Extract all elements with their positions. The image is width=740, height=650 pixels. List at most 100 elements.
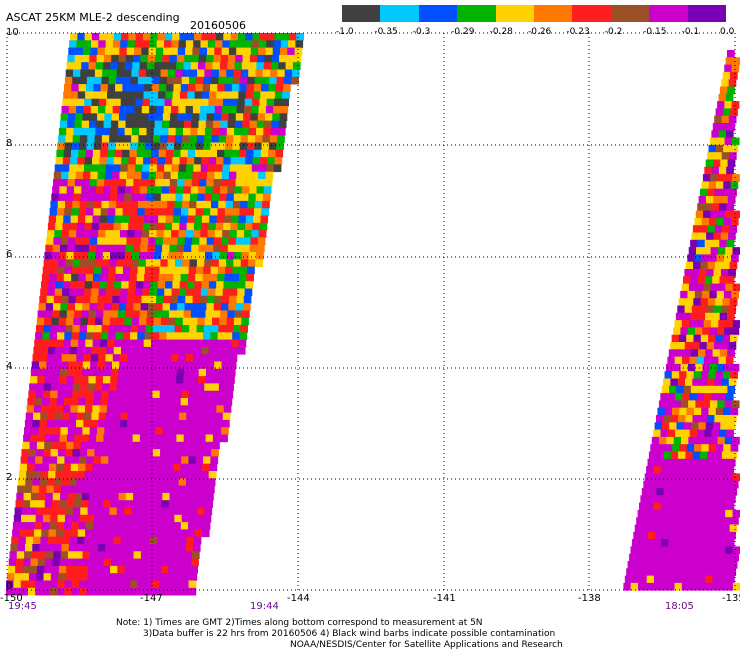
data-cell: [704, 203, 713, 211]
data-cell: [702, 400, 711, 409]
data-cell: [696, 320, 705, 328]
data-cell: [188, 142, 197, 151]
data-cell: [104, 171, 113, 180]
data-cell: [727, 422, 736, 430]
data-cell: [679, 480, 688, 489]
data-cell: [137, 587, 146, 596]
data-cell: [36, 317, 45, 326]
data-cell: [99, 529, 108, 538]
data-cell: [119, 47, 128, 56]
data-cell: [280, 47, 288, 56]
data-cell: [262, 76, 270, 85]
data-cell: [79, 514, 88, 523]
data-cell: [156, 230, 165, 238]
data-cell: [33, 405, 42, 413]
data-cell: [714, 342, 722, 350]
data-cell: [709, 480, 717, 489]
data-cell: [116, 69, 125, 78]
data-cell: [60, 368, 68, 377]
data-cell: [141, 47, 149, 56]
data-cell: [221, 171, 230, 180]
colorbar-label: -0.3: [412, 27, 431, 37]
data-cell: [244, 164, 253, 173]
data-cell: [57, 580, 65, 589]
data-cell: [726, 203, 735, 211]
data-cell: [162, 113, 171, 121]
data-cell: [149, 40, 158, 48]
data-cell: [168, 62, 177, 70]
data-cell: [61, 171, 69, 180]
data-cell: [208, 164, 216, 173]
data-cell: [222, 419, 230, 428]
data-cell: [84, 471, 93, 479]
data-cell: [61, 354, 70, 362]
data-cell: [126, 361, 135, 370]
data-cell: [84, 288, 92, 297]
data-cell: [201, 222, 209, 231]
data-cell: [82, 179, 90, 187]
data-cell: [198, 492, 207, 501]
data-cell: [58, 441, 67, 450]
data-cell: [130, 514, 139, 523]
data-cell: [151, 84, 160, 92]
data-cell: [177, 47, 186, 56]
data-cell: [173, 84, 182, 92]
data-cell: [646, 466, 654, 474]
data-cell: [113, 288, 121, 297]
data-cell: [724, 436, 733, 445]
data-cell: [87, 449, 95, 457]
data-cell: [713, 159, 721, 168]
data-cell: [34, 339, 42, 348]
data-cell: [75, 427, 83, 435]
data-cell: [93, 456, 102, 465]
data-cell: [142, 164, 150, 173]
data-cell: [164, 33, 173, 41]
data-cell: [659, 436, 667, 445]
data-cell: [155, 47, 164, 56]
data-cell: [256, 120, 265, 129]
data-cell: [162, 303, 171, 311]
data-cell: [161, 127, 169, 136]
data-cell: [217, 84, 225, 92]
data-cell: [160, 383, 169, 392]
data-cell: [166, 84, 174, 92]
data-cell: [94, 259, 103, 267]
data-cell: [12, 522, 21, 530]
data-cell: [201, 346, 209, 355]
data-cell: [169, 303, 178, 311]
data-cell: [30, 376, 38, 384]
data-cell: [184, 492, 192, 501]
data-cell: [86, 208, 94, 216]
data-cell: [224, 208, 233, 216]
data-cell: [53, 295, 62, 304]
data-cell: [18, 478, 26, 486]
data-cell: [200, 354, 209, 362]
data-cell: [279, 113, 288, 121]
data-cell: [42, 398, 50, 406]
data-cell: [127, 106, 135, 114]
data-cell: [165, 339, 174, 348]
data-cell: [689, 356, 697, 365]
data-cell: [77, 405, 86, 413]
data-cell: [238, 91, 247, 100]
data-cell: [155, 113, 164, 121]
data-cell: [33, 536, 41, 545]
data-cell: [88, 127, 96, 136]
data-cell: [201, 33, 210, 41]
data-cell: [721, 305, 729, 314]
data-cell: [133, 179, 141, 187]
data-cell: [702, 290, 710, 299]
data-cell: [729, 561, 738, 569]
data-cell: [153, 441, 162, 450]
data-cell: [289, 33, 297, 41]
data-cell: [654, 575, 662, 584]
data-cell: [13, 587, 21, 596]
data-cell: [708, 444, 717, 452]
data-cell: [670, 568, 678, 576]
data-cell: [98, 354, 106, 362]
data-cell: [231, 215, 239, 224]
data-cell: [214, 295, 223, 304]
data-cell: [43, 573, 52, 581]
data-cell: [76, 412, 85, 421]
data-cell: [113, 33, 122, 41]
